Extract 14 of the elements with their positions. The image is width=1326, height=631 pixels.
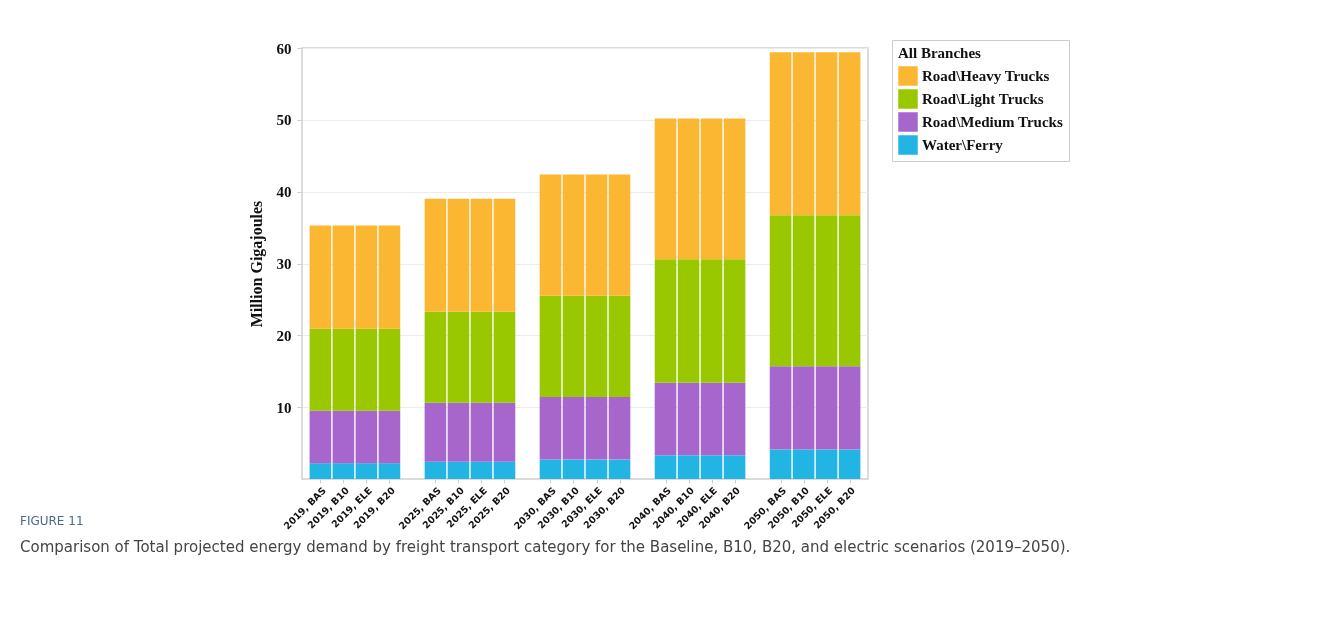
legend-title: All Branches <box>898 45 982 61</box>
y-tick-label: 50 <box>276 112 292 129</box>
y-tick-label: 20 <box>276 327 292 344</box>
legend-label: Water\Ferry <box>922 137 1004 153</box>
y-axis-title: Million Gigajoules <box>247 200 266 328</box>
y-tick-label: 10 <box>276 399 292 416</box>
text: Comparison of Total projected energy demand by freight transport category for the Baseline, B10, B20, and electric scenarios (2019–2050). <box>20 538 1071 556</box>
legend-label: Road\Heavy Trucks <box>922 68 1050 84</box>
legend-label: Road\Medium Trucks <box>922 114 1063 130</box>
legend-label: Road\Light Trucks <box>922 91 1044 107</box>
caption: FIGURE 11 <box>20 514 84 528</box>
y-tick-label: 40 <box>276 184 292 201</box>
y-tick-label: 30 <box>276 256 292 272</box>
y-tick-label: 60 <box>276 40 292 57</box>
